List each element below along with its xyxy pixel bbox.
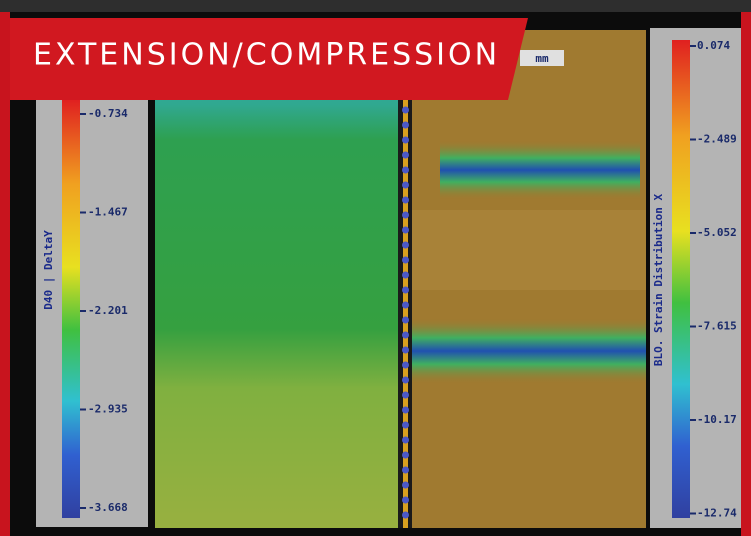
- right-scale-panel: [650, 28, 741, 528]
- marker-dot: [402, 496, 409, 504]
- left-specimen: [155, 30, 400, 528]
- right-scale-label: BLO. Strain Distribution X: [652, 194, 665, 367]
- marker-dot: [402, 241, 409, 249]
- marker-dot: [402, 271, 409, 279]
- marker-dot: [402, 361, 409, 369]
- title-banner: [10, 18, 528, 100]
- marker-dot: [402, 376, 409, 384]
- left-ticks: -0.734 -1.467 -2.201 -2.935 -3.668: [80, 107, 128, 514]
- right-ticks: 0.074 -2.489 -5.052 -7.615 -10.17 -12.74: [690, 39, 737, 520]
- marker-dot: [402, 301, 409, 309]
- left-scale-panel: [36, 22, 148, 527]
- marker-dot: [402, 181, 409, 189]
- marker-dot: [402, 436, 409, 444]
- left-colorbar: [62, 100, 80, 518]
- tick-label: 0.074: [697, 39, 730, 52]
- right-specimen-zone: [412, 210, 646, 290]
- tick-label: -1.467: [88, 206, 128, 219]
- marker-dot: [402, 226, 409, 234]
- center-line: [403, 100, 408, 528]
- frame-right: [741, 12, 751, 536]
- top-strip: [0, 0, 751, 12]
- banner-title: EXTENSION/COMPRESSION: [33, 38, 500, 73]
- marker-dot: [402, 481, 409, 489]
- marker-dot: [402, 451, 409, 459]
- right-colorbar: [672, 40, 690, 518]
- marker-dot: [402, 391, 409, 399]
- tick-label: -3.668: [88, 501, 128, 514]
- marker-dot: [402, 316, 409, 324]
- tick-label: -10.17: [697, 413, 737, 426]
- tick-label: -2.201: [88, 304, 128, 317]
- strain-band: [440, 140, 640, 200]
- strain-band: [412, 318, 646, 384]
- frame-left: [0, 12, 10, 536]
- marker-dot: [402, 256, 409, 264]
- tick-label: -2.935: [88, 403, 128, 416]
- tick-label: -2.489: [697, 133, 737, 146]
- marker-dot: [402, 346, 409, 354]
- units-box: [520, 50, 564, 66]
- marker-dot: [402, 106, 409, 114]
- marker-dot: [402, 466, 409, 474]
- tick-label: -7.615: [697, 320, 737, 333]
- marker-dot: [402, 211, 409, 219]
- marker-dot: [402, 286, 409, 294]
- tick-label: -0.734: [88, 107, 128, 120]
- marker-dot: [402, 121, 409, 129]
- marker-dot: [402, 151, 409, 159]
- marker-dot: [402, 421, 409, 429]
- marker-dot: [402, 136, 409, 144]
- marker-dot: [402, 406, 409, 414]
- tick-label: -5.052: [697, 226, 737, 239]
- left-scale-label: D40 | DeltaY: [42, 230, 55, 310]
- marker-dot: [402, 196, 409, 204]
- units-label: mm: [535, 52, 549, 65]
- tick-label: -12.74: [697, 507, 737, 520]
- marker-dot: [402, 511, 409, 519]
- marker-dot: [402, 331, 409, 339]
- center-dots: [402, 106, 409, 519]
- marker-dot: [402, 166, 409, 174]
